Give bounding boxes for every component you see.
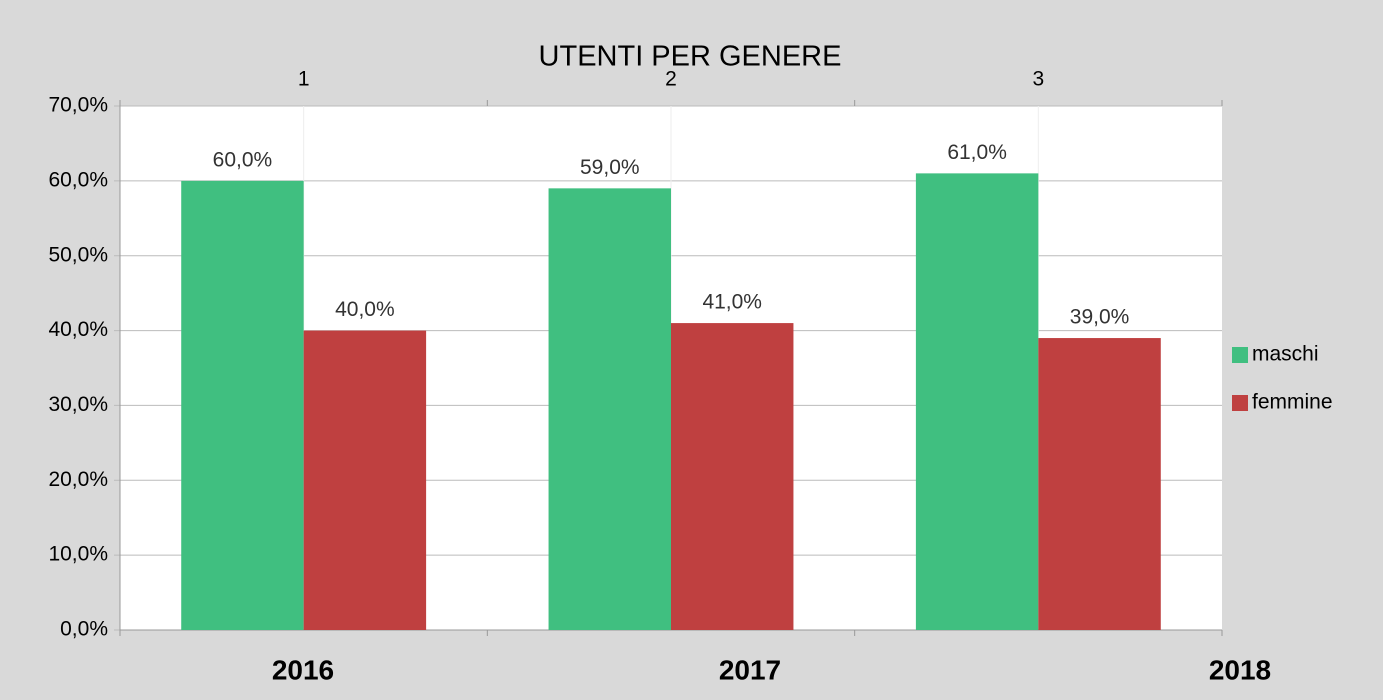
data-label: 59,0%	[580, 156, 640, 179]
x-bottom-label: 2018	[1209, 654, 1271, 685]
x-tick-label: 1	[298, 68, 310, 91]
legend-label: femmine	[1252, 391, 1333, 414]
y-tick-label: 40,0%	[48, 318, 108, 341]
y-tick-label: 10,0%	[48, 543, 108, 566]
bar	[181, 180, 304, 630]
chart-title: UTENTI PER GENERE	[539, 41, 842, 73]
data-label: 61,0%	[947, 141, 1007, 164]
y-tick-label: 20,0%	[48, 468, 108, 491]
legend-swatch	[1232, 395, 1248, 411]
y-tick-label: 70,0%	[48, 94, 108, 117]
data-label: 40,0%	[335, 298, 395, 321]
bar	[1038, 338, 1161, 630]
x-bottom-label: 2016	[272, 654, 334, 685]
y-tick-label: 30,0%	[48, 393, 108, 416]
bar	[548, 188, 671, 631]
data-label: 39,0%	[1070, 306, 1130, 329]
data-label: 60,0%	[213, 148, 273, 171]
x-bottom-label: 2017	[719, 654, 781, 685]
legend-swatch	[1232, 347, 1248, 363]
y-tick-label: 50,0%	[48, 243, 108, 266]
data-label: 41,0%	[702, 291, 762, 314]
x-tick-label: 3	[1032, 68, 1044, 91]
bar	[303, 330, 427, 630]
y-tick-label: 0,0%	[60, 618, 108, 641]
legend-label: maschi	[1252, 343, 1319, 366]
bar	[671, 323, 794, 630]
x-tick-label: 2	[665, 68, 677, 91]
bar	[915, 173, 1039, 630]
y-tick-label: 60,0%	[48, 168, 108, 191]
